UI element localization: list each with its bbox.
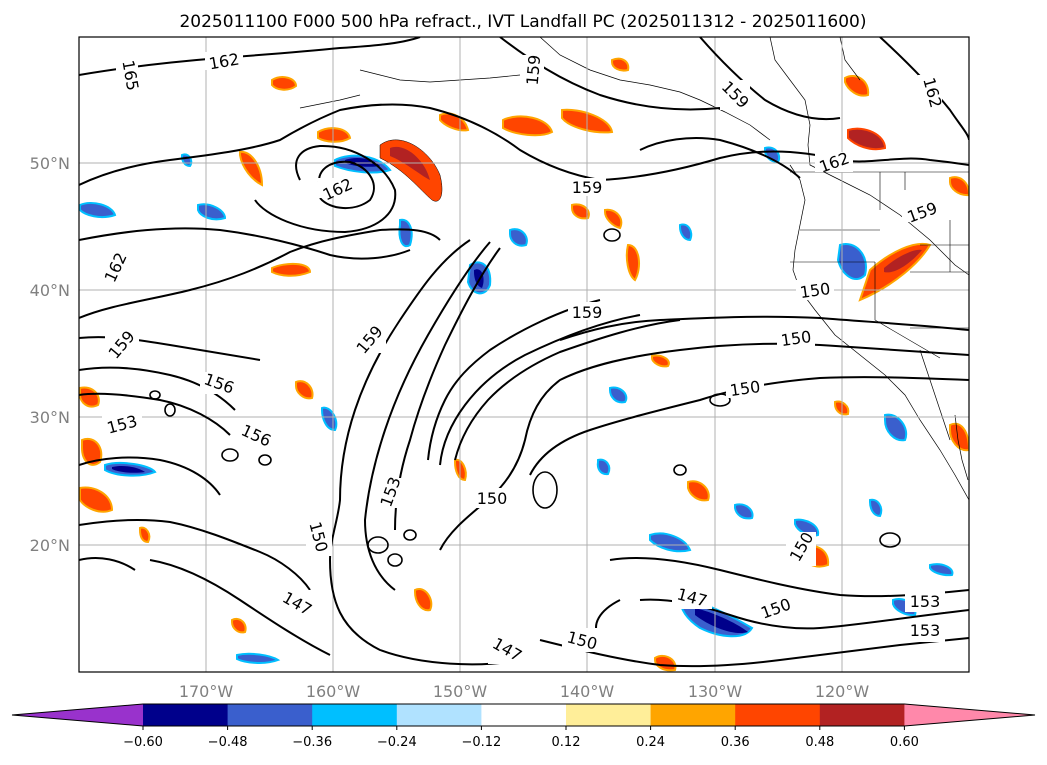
map-frame (78, 36, 970, 673)
colorbar-segment (650, 704, 736, 726)
warm-patch (625, 243, 641, 282)
cool-patch (929, 563, 954, 577)
cool-patch (649, 532, 692, 553)
cool-patch (695, 608, 748, 634)
cool-patch (596, 458, 611, 476)
warm-patch (81, 437, 103, 466)
lon-tick-label: 170°W (179, 682, 234, 701)
warm-patch (844, 75, 870, 97)
lon-tick-label: 150°W (433, 682, 488, 701)
cool-patch (734, 503, 754, 520)
lon-tick-label: 140°W (560, 682, 615, 701)
colorbar-tick-label: 0.48 (805, 735, 834, 750)
warm-patch (847, 127, 887, 151)
warm-patch (271, 262, 312, 277)
lon-tick-label: 120°W (815, 682, 870, 701)
contour-label: 153 (910, 621, 941, 640)
coastlines (299, 37, 969, 501)
contour-label: 150 (780, 327, 813, 350)
warm-patch (295, 380, 314, 400)
warm-patch (239, 150, 264, 187)
warm-patch (611, 57, 630, 72)
warm-patch (79, 386, 100, 408)
lon-tick-label: 160°W (306, 682, 361, 701)
colorbar-extension-high (904, 704, 1035, 726)
contour-labels: 162 165 159 162 159 162 162 159 159 159 … (101, 49, 946, 665)
cool-patch (197, 203, 227, 221)
cool-patch (236, 652, 281, 664)
contour-label: 153 (910, 592, 941, 611)
warm-patch (604, 208, 623, 230)
colorbar-tick-label: 0.12 (552, 735, 581, 750)
contour-label: 159 (572, 303, 603, 322)
colorbar-tick-label: −0.24 (377, 735, 417, 750)
warm-patch (687, 480, 710, 502)
colorbar-tick-label: −0.60 (123, 735, 163, 750)
cool-patch (112, 465, 145, 473)
colorbar-segment (396, 704, 482, 726)
colorbar-segment (819, 704, 905, 726)
warm-patch (139, 526, 151, 544)
warm-patch (502, 115, 554, 137)
warm-patch (271, 76, 298, 91)
warm-patch (317, 127, 352, 143)
warm-patch (654, 654, 677, 672)
warm-patch (231, 618, 247, 634)
lon-tick-label: 130°W (688, 682, 743, 701)
colorbar-segment (227, 704, 313, 726)
cool-patch (509, 228, 528, 247)
colorbar-segment (735, 704, 821, 726)
cool-patch (345, 158, 380, 167)
colorbar-segment (143, 704, 229, 726)
cool-patch (679, 223, 693, 242)
warm-patch (79, 486, 114, 513)
lat-tick-label: 30°N (30, 408, 70, 427)
warm-patch (651, 354, 670, 368)
cool-patch (836, 243, 867, 280)
colorbar-tick-label: −0.36 (292, 735, 332, 750)
latitude-tick-labels: 50°N 40°N 30°N 20°N (30, 154, 70, 555)
cool-patch (79, 202, 117, 219)
figure-title: 2025011100 F000 500 hPa refract., IVT La… (179, 12, 866, 32)
contour-label: 159 (572, 178, 603, 197)
longitude-tick-labels: 170°W 160°W 150°W 140°W 130°W 120°W (179, 682, 870, 701)
colorbar-tick-label: −0.12 (461, 735, 501, 750)
cool-patch (869, 498, 883, 518)
warm-patch (884, 249, 922, 273)
lat-tick-label: 20°N (30, 536, 70, 555)
map-area: 162 165 159 162 159 162 162 159 159 159 … (79, 37, 969, 672)
colorbar-segment (566, 704, 652, 726)
lat-tick-label: 50°N (30, 154, 70, 173)
contour-label: 150 (477, 489, 508, 508)
colorbar-segment (481, 704, 567, 726)
cool-patch (794, 518, 820, 537)
colorbar-tick-label: 0.24 (636, 735, 665, 750)
colorbar-tick-label: 0.60 (890, 735, 919, 750)
contour-label: 150 (799, 279, 832, 302)
small-contours (149, 228, 901, 567)
colorbar-extension-low (12, 704, 143, 726)
warm-patch (571, 203, 590, 220)
colorbar-tick-label: −0.48 (208, 735, 248, 750)
colorbar-segment (312, 704, 398, 726)
contour-label: 150 (729, 377, 762, 400)
cool-patch (609, 386, 628, 404)
cool-patch (398, 218, 413, 248)
lat-tick-label: 40°N (30, 281, 70, 300)
contour-label: 159 (523, 54, 545, 86)
colorbar: −0.60 −0.48 −0.36 −0.24 −0.12 0.12 0.24 0.36 0.4… (11, 703, 1036, 750)
warm-patch (414, 588, 433, 612)
cool-patch (474, 269, 484, 288)
colorbar-tick-label: 0.36 (721, 735, 750, 750)
